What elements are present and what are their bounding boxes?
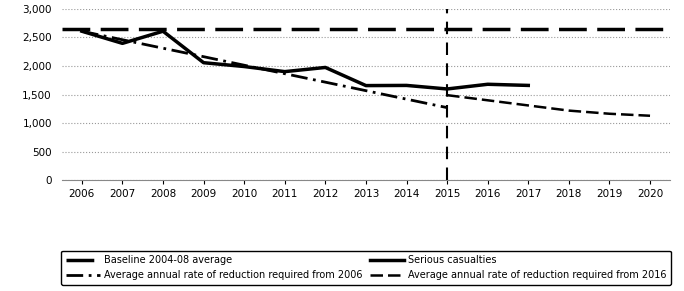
Legend: Baseline 2004-08 average, Average annual rate of reduction required from 2006, S: Baseline 2004-08 average, Average annual… — [61, 251, 671, 285]
